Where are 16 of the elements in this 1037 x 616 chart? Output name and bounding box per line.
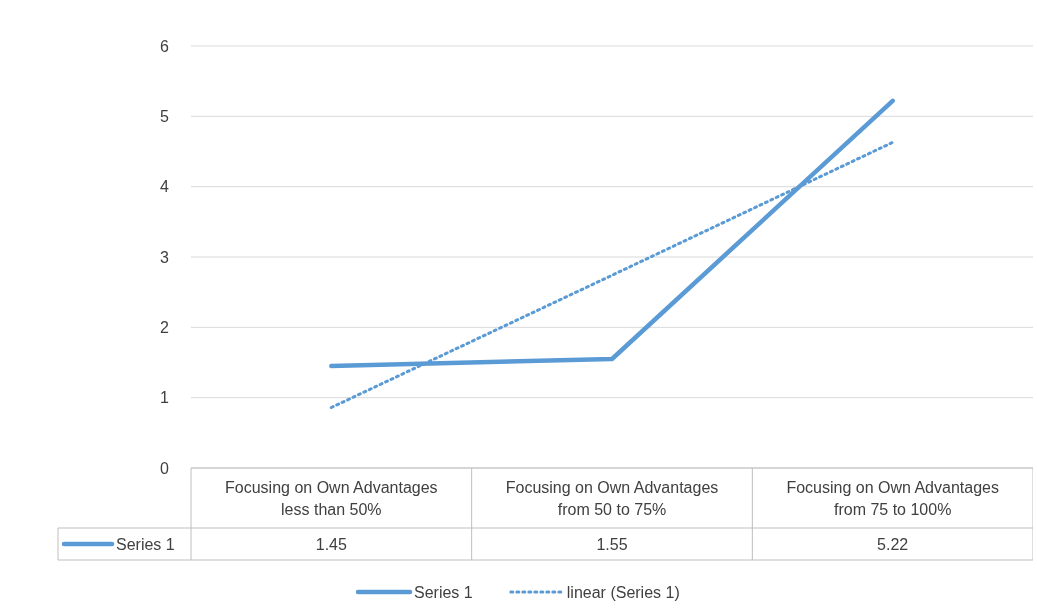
y-tick-label: 2 [160,318,170,336]
data-label: 5.22 [877,535,909,553]
y-tick-label: 1 [160,389,170,407]
y-tick-label: 4 [160,178,170,196]
y-tick-label: 0 [160,459,170,477]
x-tick-label: Focusing on Own Advantages less than 50% [225,478,438,518]
x-tick-label: Focusing on Own Advantages from 50 to 75% [505,478,719,518]
legend-label: Series 1 [414,583,473,601]
y-tick-label: 6 [160,37,170,55]
text: Series 1 [116,535,175,553]
x-tick-label: Focusing on Own Advantages from 75 to 100% [786,478,999,518]
y-tick-label: 5 [160,107,170,125]
legend-label: linear (Series 1) [566,583,680,601]
data-label: 1.45 [315,535,348,553]
y-tick-label: 3 [160,248,170,266]
data-label: 1.55 [596,535,628,553]
